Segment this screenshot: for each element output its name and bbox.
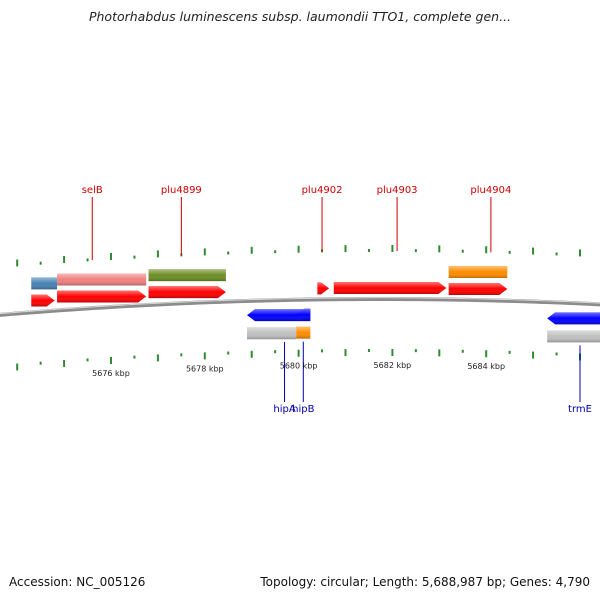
ruler-labels: 5676 kbp 5678 kbp 5680 kbp 5682 kbp 5684 kbp [92, 361, 505, 378]
backbone-highlight [0, 297, 600, 315]
ruler-label: 5678 kbp [186, 364, 224, 373]
feature-shading [448, 283, 508, 296]
feature-shading [247, 327, 297, 340]
accession-text: Accession: NC_005126 [9, 575, 146, 589]
ruler-label: 5684 kbp [467, 362, 505, 371]
gene-label[interactable]: plu4903 [377, 185, 418, 196]
feature-shading [547, 330, 600, 343]
ruler-label: 5682 kbp [374, 361, 412, 370]
gene-label[interactable]: plu4902 [302, 185, 343, 196]
ruler-label: 5680 kbp [280, 362, 318, 371]
label-leaders [91, 197, 581, 402]
gene-label[interactable]: hipB [292, 404, 314, 415]
feature-shading [57, 290, 147, 303]
feature-shading [296, 326, 311, 339]
feature-shading [448, 266, 508, 279]
feature-shading [31, 294, 55, 307]
gene-label[interactable]: selB [82, 185, 103, 196]
feature-shading [317, 282, 330, 295]
gene-label[interactable]: plu4904 [470, 185, 511, 196]
gene-labels: selB plu4899 plu4902 plu4903 plu4904 hipAhipB… [82, 185, 592, 415]
genome-backbone [0, 297, 600, 317]
map-title: Photorhabdus luminescens subsp. laumondi… [88, 9, 512, 24]
tick-marks [16, 245, 581, 371]
gene-label[interactable]: trmE [568, 404, 592, 415]
feature-shading [547, 312, 600, 325]
gene-label[interactable]: plu4899 [161, 185, 202, 196]
feature-shading [296, 308, 311, 321]
feature-track [31, 266, 600, 343]
feature-shading [148, 269, 226, 282]
feature-shading [57, 273, 147, 286]
ruler-label: 5676 kbp [92, 369, 130, 378]
feature-shading [247, 309, 311, 322]
gene-label[interactable]: hipA [273, 404, 295, 415]
feature-shading [31, 277, 58, 290]
genome-summary: Topology: circular; Length: 5,688,987 bp… [260, 575, 590, 589]
feature-shading [333, 282, 447, 295]
feature-shading [148, 286, 226, 299]
